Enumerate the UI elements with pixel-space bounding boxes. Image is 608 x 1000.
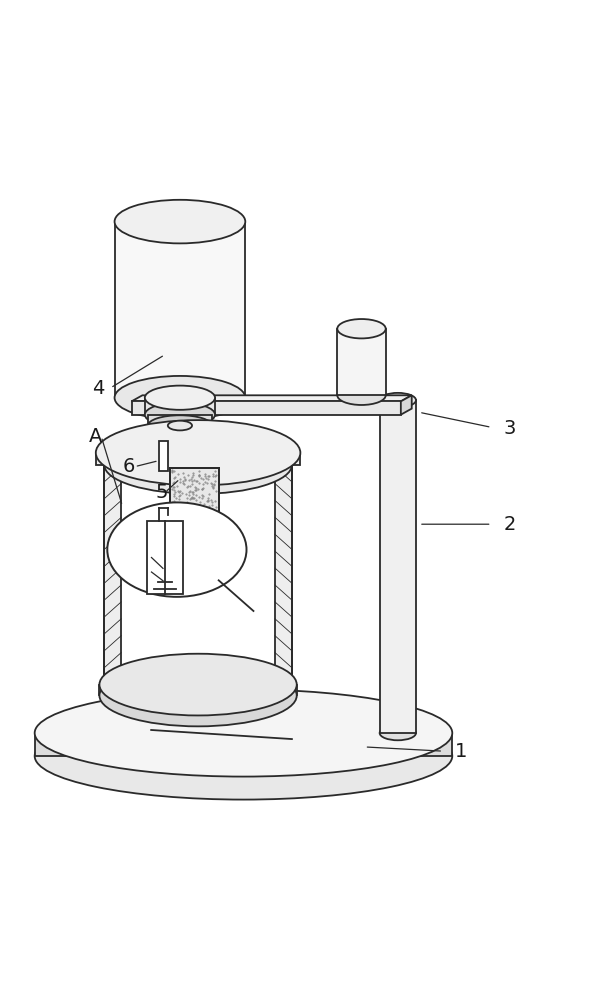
Ellipse shape (145, 386, 215, 410)
Text: 4: 4 (92, 379, 105, 398)
Ellipse shape (379, 393, 416, 407)
Bar (147, 521, 183, 594)
Ellipse shape (337, 319, 385, 338)
Ellipse shape (337, 386, 385, 405)
Polygon shape (401, 395, 412, 415)
Polygon shape (105, 465, 121, 685)
Polygon shape (379, 400, 416, 733)
Ellipse shape (35, 689, 452, 777)
Bar (170, 468, 219, 570)
Polygon shape (96, 453, 300, 465)
Polygon shape (35, 733, 452, 756)
Polygon shape (337, 329, 385, 395)
Ellipse shape (148, 415, 212, 436)
Ellipse shape (105, 436, 292, 494)
Ellipse shape (168, 421, 192, 430)
Ellipse shape (35, 712, 452, 800)
Text: 5: 5 (156, 483, 168, 502)
Text: 1: 1 (455, 742, 468, 761)
Ellipse shape (114, 200, 245, 243)
Polygon shape (168, 426, 192, 458)
Polygon shape (131, 395, 412, 401)
Ellipse shape (107, 502, 246, 597)
Ellipse shape (379, 726, 416, 740)
Bar (159, 441, 168, 471)
Polygon shape (100, 685, 297, 695)
Ellipse shape (145, 403, 215, 427)
Ellipse shape (100, 665, 297, 726)
Text: A: A (89, 427, 102, 446)
Polygon shape (145, 398, 215, 415)
Ellipse shape (100, 654, 297, 715)
Text: 2: 2 (503, 515, 516, 534)
Polygon shape (131, 401, 401, 415)
Ellipse shape (105, 656, 292, 714)
Ellipse shape (96, 420, 300, 485)
Text: 6: 6 (122, 457, 135, 476)
Ellipse shape (114, 376, 245, 420)
Polygon shape (114, 222, 245, 398)
Text: 3: 3 (503, 419, 516, 438)
Polygon shape (275, 465, 292, 685)
Polygon shape (148, 415, 212, 426)
